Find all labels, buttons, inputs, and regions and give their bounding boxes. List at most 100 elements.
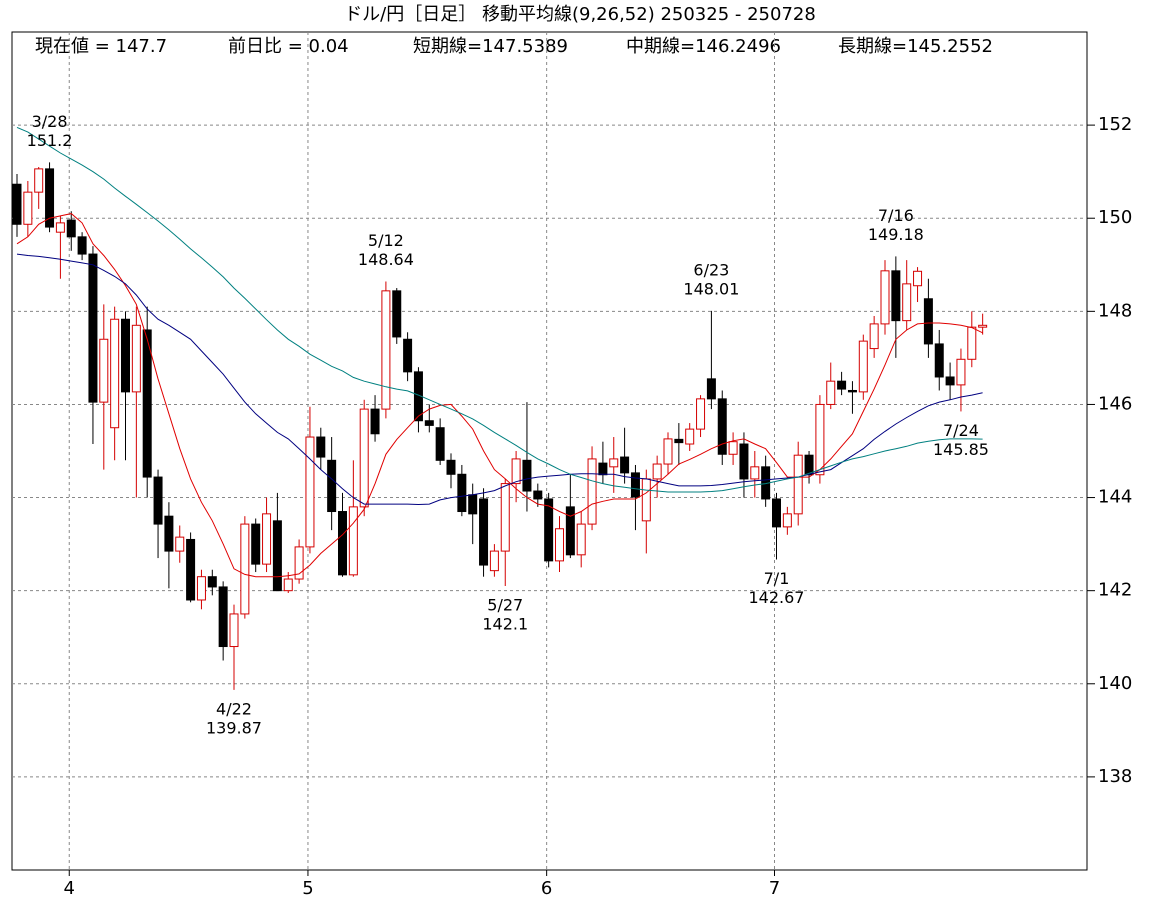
candle-body [750,466,760,480]
candle-body [652,463,662,480]
candle-body [207,576,217,588]
candle-body [23,191,33,225]
candle-body [956,358,966,386]
candle-body [869,323,879,350]
info-item: 前日比 = 0.04 [228,36,349,57]
candle-body [945,376,955,386]
candle-body [544,498,554,562]
annotation-value: 148.64 [358,250,414,269]
y-tick-label: 142 [1098,580,1132,601]
plot-frame [11,31,1088,871]
annotation-value: 151.2 [27,131,73,150]
candle-body [131,324,141,393]
candle-body [739,443,749,480]
candle-body [902,283,912,322]
candle-body [489,550,499,572]
candle-body [815,403,825,476]
candle-body [403,338,413,373]
x-tick-label: 7 [769,878,780,899]
candle-body [620,456,630,474]
candle-body [110,318,120,429]
candle-body [587,458,597,525]
candle-body [229,613,239,648]
candle-body [446,459,456,475]
candle-body [565,506,575,556]
candle-body [555,528,564,562]
candle-body [381,290,391,410]
y-tick-label: 152 [1098,114,1132,135]
candle-body [186,538,196,601]
candle-body [370,408,380,435]
candle-body [121,318,130,393]
candle-body [316,436,326,458]
moving-average-line [16,126,983,493]
candle-body [880,270,890,325]
annotation-date: 4/22 [216,699,252,718]
annotation-value: 139.87 [206,718,262,737]
candle-body [533,490,543,500]
y-tick-label: 144 [1098,487,1132,508]
x-tick-label: 6 [541,878,552,899]
candle-body [413,371,423,422]
candle-body [12,183,22,225]
candle-body [424,420,434,426]
candle-body [837,380,847,390]
candle-body [283,578,293,592]
candle-body [272,520,282,592]
candle-body [77,236,87,255]
candle-body [392,290,402,338]
candle-body [88,253,98,403]
annotation-value: 149.18 [868,225,924,244]
candle-body [826,380,836,405]
x-tick-label: 5 [302,878,313,899]
annotation-value: 145.85 [933,440,989,459]
candle-body [45,168,55,228]
moving-average-line [16,253,983,506]
annotation-date: 5/27 [487,596,523,615]
candle-body [294,546,304,580]
candle-body [327,459,337,513]
candle-body [598,462,608,476]
candle-body [99,338,109,403]
candle-body [359,408,369,508]
candle-body [153,476,163,525]
chart-title: ドル/円［日足］ 移動平均線(9,26,52) 250325 - 250728 [344,4,816,25]
candle-body [641,478,651,522]
candle-body [696,398,706,430]
candle-body [175,536,185,552]
x-tick-label: 4 [64,878,75,899]
y-tick-label: 150 [1098,207,1132,228]
annotation-date: 5/12 [368,231,404,250]
candle-body [891,270,901,322]
candle-body [576,523,586,556]
candle-body [522,459,532,492]
candle-body [66,219,76,238]
candle-body [251,523,261,565]
candle-body [934,343,944,378]
candle-body [717,398,727,455]
candle-body [858,340,868,393]
candle-body [196,576,206,601]
annotation-value: 142.67 [749,588,805,607]
candle-body [913,270,923,287]
candle-body [479,498,489,566]
candle-body [706,378,716,400]
candle-body [240,523,250,615]
candle-body [967,326,977,360]
candle-body [348,506,358,576]
candle-body [34,168,44,193]
annotation-date: 7/16 [878,206,914,225]
y-tick-label: 140 [1098,673,1132,694]
candle-body [218,586,228,648]
candle-body [782,513,792,528]
candle-body [164,515,174,552]
candle-body [338,511,347,576]
candle-body [468,494,478,515]
candle-body [500,483,510,552]
annotation-date: 3/28 [32,112,68,131]
candle-body [55,222,65,233]
y-tick-label: 138 [1098,766,1132,787]
info-item: 現在値 = 147.7 [35,36,167,57]
candle-body [630,472,640,498]
